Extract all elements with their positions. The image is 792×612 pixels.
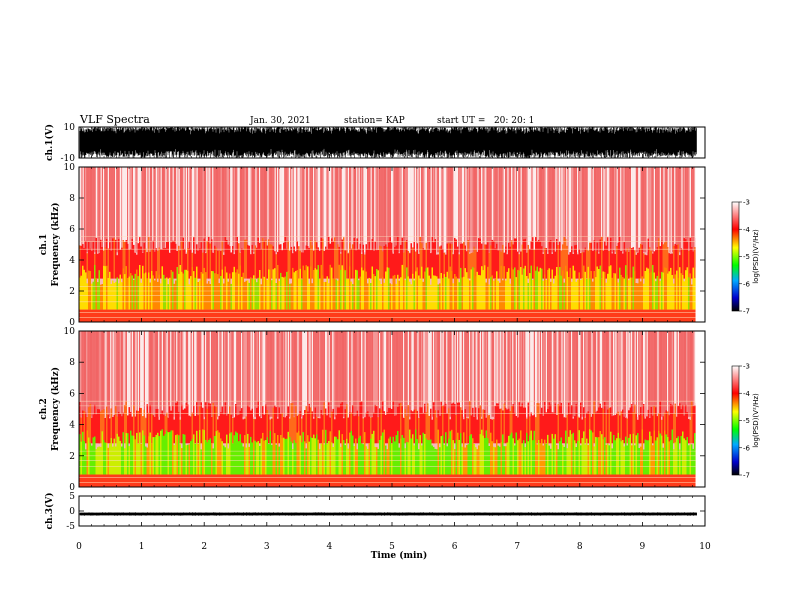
ch1-colorbar-tick-label: -4	[743, 226, 751, 234]
ch1-spectrogram-streaks	[79, 167, 696, 253]
ch1-spectrogram-panel: 0 2 4 6 8 10 ch.1 Frequency (kHz)	[39, 163, 706, 328]
start-time-label: start UT = 20: 20: 1	[437, 116, 534, 126]
ch1-ylabel: ch.1(V)	[44, 124, 55, 161]
ch1-colorbar-tick-label: -6	[743, 280, 751, 288]
x-tick-label: 4	[327, 542, 333, 552]
ch2-spectrogram-ytick-label: 8	[69, 358, 75, 368]
ch3-frame	[78, 495, 706, 527]
x-tick-label: 1	[139, 542, 145, 552]
ch2-colorbar-tick-label: -3	[743, 363, 750, 371]
ch1-spectrogram-ytick-label: 10	[64, 163, 76, 173]
ch2-spectrogram-ytick-label: 2	[69, 452, 75, 462]
ch1-spectrogram-ytick-label: 6	[69, 225, 75, 235]
ch3-waveform-line	[79, 512, 697, 516]
ch2-spectrogram-streaks	[79, 331, 696, 417]
ch2-spectrogram-mid-band	[79, 401, 697, 444]
x-tick-label: 5	[389, 542, 395, 552]
ch3-ylabel: ch.3(V)	[44, 493, 55, 530]
ch1-colorbar-tick-label: -5	[743, 253, 750, 261]
ch2-spectrogram-ytick-label: 6	[69, 389, 75, 399]
ch2-spectrogram-ylabel-channel: ch.2	[39, 398, 49, 419]
ch1-waveform-line	[79, 127, 697, 158]
ch3-waveform-band	[80, 512, 697, 516]
ch2-colorbar-tick-label: -7	[743, 472, 750, 480]
ch1-spectrogram-low-band	[79, 264, 697, 310]
ch1-spectrogram-ytick-label: 4	[69, 256, 75, 266]
ch1-spectrogram-ylabel-channel: ch.1	[39, 234, 49, 255]
x-tick-label: 2	[201, 542, 207, 552]
ch1-ytick-label: -10	[61, 154, 76, 164]
ch1-spectrogram-mid-band	[79, 236, 697, 279]
ch2-colorbar-tick-label: -6	[743, 444, 751, 452]
x-tick-label: 7	[514, 542, 520, 552]
ch1-colorbar-tick-label: -3	[743, 199, 750, 207]
ch2-colorbar: -3 -4 -5 -6 -7 log(PSD)(V²/Hz)	[731, 363, 760, 480]
ch2-colorbar-label: log(PSD)(V²/Hz)	[752, 393, 760, 448]
ch2-colorbar-tick-label: -5	[743, 417, 750, 425]
ch1-spectrogram-ytick-label: 2	[69, 287, 75, 297]
ch2-spectrogram-bottom-strip	[79, 474, 696, 487]
ch1-colorbar-tick-label: -7	[743, 308, 750, 316]
ch1-spectrogram-empty-tail	[695, 167, 705, 322]
ch2-spectrogram-ytick-label: 4	[69, 421, 75, 431]
ch2-spectrogram-ytick-label: 0	[69, 483, 75, 493]
ch2-colorbar-tick-label: -4	[743, 390, 751, 398]
x-axis: 0 1 2 3 4 5 6 7 8 9 10	[76, 542, 711, 552]
ch1-spectrogram-ylabel-frequency: Frequency (kHz)	[50, 202, 61, 286]
ch1-waveform-panel: 10 -10 ch.1(V)	[44, 123, 706, 164]
x-tick-label: 3	[264, 542, 270, 552]
ch3-ytick-label: -5	[66, 522, 75, 532]
x-tick-label: 6	[452, 542, 458, 552]
ch1-spectrogram-ytick-label: 0	[69, 318, 75, 328]
ch2-colorbar-scale	[731, 365, 740, 476]
ch1-spectrogram-ytick-label: 8	[69, 194, 75, 204]
station-label: station= KAP	[344, 116, 405, 126]
x-tick-label: 0	[76, 542, 82, 552]
ch1-colorbar: -3 -4 -5 -6 -7 log(PSD)(V²/Hz)	[731, 199, 760, 316]
ch1-colorbar-scale	[731, 201, 740, 312]
x-tick-label: 10	[699, 542, 711, 552]
ch1-colorbar-label: log(PSD)(V²/Hz)	[752, 229, 760, 284]
ch3-ytick-label: 0	[69, 507, 75, 517]
date-label: Jan. 30, 2021	[249, 116, 311, 126]
ch2-spectrogram-empty-tail	[695, 331, 705, 487]
x-axis-label: Time (min)	[371, 550, 428, 561]
ch1-ytick-label: 10	[64, 123, 76, 133]
ch2-spectrogram-ytick-label: 10	[64, 327, 76, 337]
x-tick-label: 9	[640, 542, 646, 552]
x-tick-label: 8	[577, 542, 583, 552]
ch2-spectrogram-ylabel-frequency: Frequency (kHz)	[50, 367, 61, 451]
ch1-spectrogram-bottom-strip	[79, 309, 696, 322]
ch3-ytick-label: 5	[69, 492, 75, 502]
figure-title: VLF Spectra	[79, 113, 150, 126]
ch3-waveform-panel: 5 0 -5 ch.3(V)	[44, 492, 706, 532]
ch2-spectrogram-panel: 0 2 4 6 8 10 ch.2 Frequency (kHz)	[39, 327, 706, 493]
